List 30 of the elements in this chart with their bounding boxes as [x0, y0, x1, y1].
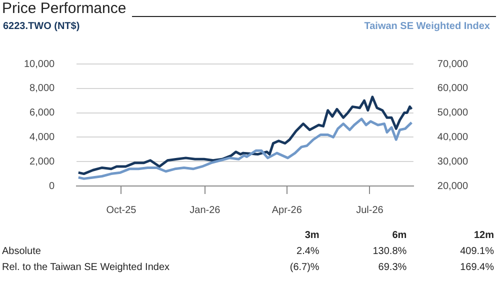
y-tick-label: 0 — [49, 180, 56, 192]
text: 3m — [304, 229, 320, 243]
text: 2.4% — [296, 245, 320, 259]
y-tick-label: 10,000 — [24, 58, 56, 70]
y2-tick-label: 30,000 — [437, 156, 468, 168]
text: 69.3% — [377, 261, 407, 275]
y2-tick-label: 70,000 — [437, 58, 468, 70]
text: 130.8% — [372, 245, 407, 259]
y-tick-label: 8,000 — [30, 83, 56, 94]
text: 6223.TWO (NT$) — [3, 21, 80, 32]
x-tick-label: Jul-26 — [356, 204, 384, 216]
x-tick-label: Jan-26 — [190, 204, 221, 216]
y2-tick-label: 60,000 — [437, 83, 468, 94]
x-tick-label: Oct-25 — [106, 204, 137, 216]
text: Taiwan SE Weighted Index — [364, 21, 490, 32]
y-tick-label: 4,000 — [30, 132, 56, 143]
text: 12m — [472, 229, 494, 243]
text: (6.7)% — [288, 261, 320, 275]
y2-tick-label: 20,000 — [437, 180, 468, 192]
y2-tick-label: 40,000 — [437, 132, 468, 143]
y2-tick-label: 50,000 — [437, 108, 468, 119]
chart-title: Price Performance — [2, 0, 126, 17]
text: 409.1% — [459, 245, 494, 259]
x-tick-label: Apr-26 — [272, 204, 302, 216]
y-tick-label: 2,000 — [30, 156, 56, 168]
text: Absolute — [2, 245, 42, 259]
text: 169.4% — [459, 261, 494, 275]
text: Rel. to the Taiwan SE Weighted Index — [2, 261, 171, 275]
y-tick-label: 6,000 — [30, 108, 56, 119]
text: 6m — [391, 229, 407, 243]
